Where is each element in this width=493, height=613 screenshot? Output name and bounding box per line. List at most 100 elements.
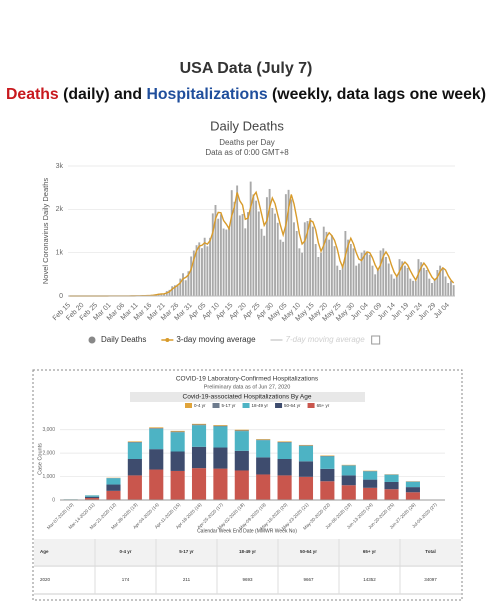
bar <box>428 278 431 296</box>
bar-segment <box>256 457 271 475</box>
bar-segment <box>149 428 164 450</box>
bar <box>290 199 293 296</box>
bar-segment <box>256 440 271 458</box>
table-cell: 2020 <box>40 577 51 582</box>
bar <box>320 252 322 296</box>
bar-segment <box>213 426 228 448</box>
bar <box>260 228 263 296</box>
bar <box>328 239 331 296</box>
bar-segment <box>234 430 249 432</box>
bar-segment <box>149 469 164 500</box>
legend-swatch <box>165 338 170 342</box>
bar-segment <box>106 484 121 491</box>
bar <box>376 270 379 296</box>
bar <box>187 271 190 296</box>
bar-segment <box>170 470 185 500</box>
table-header-bg <box>34 539 461 565</box>
table-header-cell: Age <box>40 549 49 554</box>
bar <box>211 213 214 296</box>
bar-segment <box>234 450 249 471</box>
bar-segment <box>256 439 271 441</box>
bar <box>257 211 260 296</box>
bar <box>284 194 287 296</box>
bar <box>230 190 233 296</box>
bar <box>249 181 252 296</box>
chart-frame <box>32 369 463 601</box>
bar-segment <box>127 442 142 443</box>
bar-segment <box>149 427 164 429</box>
bar <box>433 278 436 296</box>
bar <box>422 267 425 296</box>
bar <box>217 218 220 296</box>
bar <box>357 263 360 296</box>
bar <box>395 276 398 296</box>
y-axis-label: Case Counts <box>37 443 43 475</box>
bar <box>298 248 301 296</box>
legend-toggle[interactable] <box>371 335 381 345</box>
bar <box>263 235 266 296</box>
bar-segment <box>277 442 292 459</box>
x-tick-label: Jul 04 <box>433 302 451 320</box>
bar <box>374 274 377 296</box>
bar <box>366 252 368 296</box>
bar-segment <box>191 424 207 426</box>
bar <box>163 294 166 296</box>
table-cell: 14352 <box>363 577 376 582</box>
bar <box>406 267 409 296</box>
bar-segment <box>320 468 335 482</box>
bar <box>309 218 312 296</box>
bar <box>363 250 366 296</box>
bar <box>301 252 304 296</box>
subtitle-part: (weekly, data lags one week) <box>268 86 486 103</box>
bar <box>412 280 414 296</box>
bar-segment <box>256 474 271 500</box>
bar <box>182 273 184 296</box>
bar <box>203 237 206 296</box>
bar <box>198 242 201 296</box>
bar <box>160 293 163 296</box>
bar-segment <box>213 425 228 427</box>
legend-label: 7-day moving average <box>286 335 366 344</box>
chart-heading: Covid-19-associated Hospitalizations By … <box>183 394 312 401</box>
legend-label: 5-17 yr <box>222 403 237 408</box>
bar-segment <box>85 495 100 497</box>
bar-segment <box>298 476 314 500</box>
y-tick-label: 1,000 <box>42 474 55 480</box>
heading-band <box>130 392 365 402</box>
legend-swatch <box>275 403 283 408</box>
bar <box>209 237 212 296</box>
table-header-cell: 50-64 yr <box>300 549 317 554</box>
bar <box>333 246 336 296</box>
bar-segment <box>363 487 378 500</box>
bar <box>409 278 412 296</box>
bar <box>431 283 433 296</box>
bar <box>268 188 271 296</box>
bar <box>206 246 209 296</box>
bar-segment <box>384 489 399 500</box>
table-cell: 211 <box>183 577 191 582</box>
bar <box>336 265 339 296</box>
table-header-cell: 65+ yr <box>363 549 376 554</box>
bar-segment <box>277 475 292 500</box>
bar <box>222 228 225 296</box>
bar <box>190 256 193 296</box>
legend-label: 65+ yr <box>317 403 330 408</box>
bar <box>393 278 396 296</box>
bar <box>192 250 195 296</box>
bar <box>449 280 452 296</box>
bar-segment <box>298 461 314 477</box>
bar-segment <box>234 470 249 500</box>
bar <box>265 197 268 296</box>
bar-segment <box>341 475 356 486</box>
bar <box>385 257 387 296</box>
bar-segment <box>127 442 142 459</box>
bar-segment <box>127 441 142 443</box>
legend-swatch <box>307 403 315 408</box>
legend-label: 18-49 yr <box>252 403 269 408</box>
bar-segment <box>363 471 378 480</box>
bar-segment <box>384 474 399 482</box>
bar <box>282 241 285 296</box>
chart-subtitle: Preliminary data as of Jun 27, 2020 <box>204 384 291 390</box>
